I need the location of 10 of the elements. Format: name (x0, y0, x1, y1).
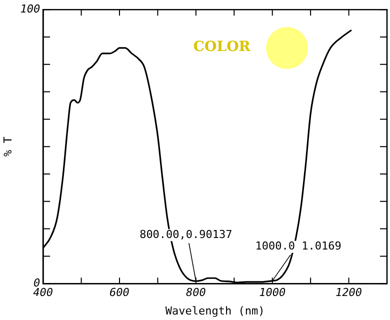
x-axis-title: Wavelength (nm) (165, 304, 265, 318)
annotation: 800.00,0.90137 (140, 228, 232, 241)
x-tick-label: 800 (186, 286, 206, 300)
x-tick-label: 1200 (336, 286, 362, 300)
x-tick-label: 600 (110, 286, 130, 300)
y-tick-label: 100 (20, 2, 40, 16)
y-axis-title: % T (1, 136, 14, 157)
x-tick-label: 1000 (259, 286, 286, 300)
annotation: COLOR (193, 39, 251, 56)
annotation: 1000.0 1.0169 (255, 240, 342, 253)
